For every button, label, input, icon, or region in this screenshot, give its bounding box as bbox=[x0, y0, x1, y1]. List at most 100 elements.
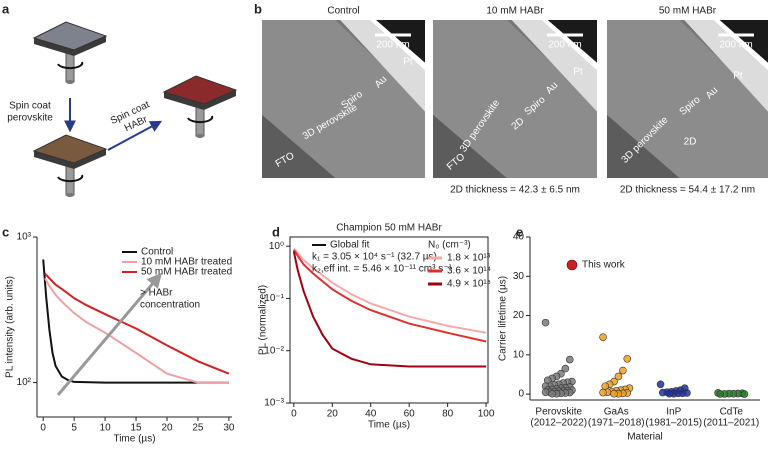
x-tick-label: 80 bbox=[442, 409, 454, 420]
x-tick-label: (1981–2015) bbox=[645, 418, 702, 429]
y-axis-label: PL (normalized) bbox=[258, 285, 269, 355]
spindle-base bbox=[66, 80, 74, 84]
chart-title: Champion 50 mM HABr bbox=[336, 223, 442, 234]
data-point bbox=[614, 372, 623, 381]
x-tick-label: GaAs bbox=[604, 407, 629, 418]
x-tick-label: 40 bbox=[365, 409, 377, 420]
spindle-base bbox=[196, 134, 204, 138]
x-tick-label: 20 bbox=[161, 423, 173, 434]
panel-letter: d bbox=[272, 224, 280, 239]
substrate-region bbox=[607, 114, 680, 178]
x-tick-label: (2012–2022) bbox=[530, 418, 587, 429]
data-point bbox=[656, 380, 665, 389]
legend-label: Global fit bbox=[330, 240, 370, 251]
legend-label: Control bbox=[141, 247, 173, 258]
y-tick-label: 10⁻³ bbox=[264, 398, 284, 409]
spindle-base bbox=[66, 193, 74, 197]
x-tick-label: 0 bbox=[40, 423, 46, 434]
y-tick-label: 10³ bbox=[17, 232, 32, 243]
rotation-arrow bbox=[187, 115, 214, 124]
au-layer bbox=[369, 20, 425, 71]
panel-letter: a bbox=[2, 1, 10, 16]
au-layer bbox=[541, 20, 597, 71]
perovskite-region bbox=[262, 20, 425, 178]
x-tick-label: 20 bbox=[327, 409, 339, 420]
x-tick-label: 5 bbox=[71, 423, 77, 434]
x-tick-label: 60 bbox=[404, 409, 416, 420]
x-tick-label: 10 bbox=[100, 423, 112, 434]
fit-parameter: k₂,eff int. = 5.46 × 10⁻¹¹ cm³ s⁻¹ bbox=[312, 264, 453, 275]
y-axis-label: PL intensity (arb. units) bbox=[5, 276, 16, 378]
arrow bbox=[107, 120, 163, 151]
rotation-arrow bbox=[57, 61, 84, 70]
substrate bbox=[32, 134, 108, 164]
panel-letter: e bbox=[516, 224, 523, 239]
plot-frame bbox=[289, 236, 489, 404]
scale-bar-label: 200 nm bbox=[548, 40, 581, 51]
platform-side bbox=[34, 36, 106, 56]
y-tick-label: 40 bbox=[513, 232, 525, 243]
data-point bbox=[599, 333, 607, 341]
pt-layer bbox=[376, 20, 425, 63]
scale-bar-label: 200 nm bbox=[376, 40, 409, 51]
substrate bbox=[32, 21, 108, 51]
legend-label: 4.9 × 10¹⁵ bbox=[447, 279, 491, 290]
image-title: 10 mM HABr bbox=[486, 6, 544, 17]
pt-layer bbox=[547, 20, 597, 63]
label: perovskite bbox=[7, 113, 53, 124]
spiro-layer bbox=[340, 20, 425, 112]
layer-label: Pt bbox=[733, 71, 743, 82]
data-point bbox=[716, 390, 725, 398]
x-axis-label: Material bbox=[627, 432, 663, 443]
x-tick-label: (2011–2021) bbox=[703, 418, 759, 429]
x-tick-label: 100 bbox=[478, 409, 495, 420]
legend-marker bbox=[566, 259, 578, 271]
x-tick-label: Perovskite bbox=[535, 407, 582, 418]
x-tick-label: (1971–2018) bbox=[588, 418, 645, 429]
annotation: concentration bbox=[140, 300, 200, 311]
legend-label: 3.6 × 10¹⁴ bbox=[447, 266, 491, 277]
data-line bbox=[292, 249, 487, 343]
data-line bbox=[293, 247, 487, 334]
y-tick-label: 10⁰ bbox=[269, 241, 284, 252]
spiro-layer bbox=[684, 20, 768, 112]
legend-label: This work bbox=[582, 260, 626, 271]
layer-label: Pt bbox=[573, 67, 583, 78]
substrate bbox=[162, 75, 238, 105]
data-point bbox=[561, 364, 570, 373]
panel-letter: b bbox=[254, 1, 262, 16]
x-tick-label: 0 bbox=[291, 409, 297, 420]
au-layer bbox=[713, 20, 768, 71]
caption: 2D thickness = 54.4 ± 17.2 nm bbox=[620, 185, 755, 196]
layer-label: 2D bbox=[684, 137, 697, 148]
x-tick-label: CdTe bbox=[720, 407, 744, 418]
legend-title: N₀ (cm⁻³) bbox=[428, 240, 471, 251]
data-point bbox=[623, 354, 632, 363]
panel-letter: c bbox=[2, 224, 9, 239]
y-tick-label: 0 bbox=[518, 389, 524, 400]
substrate-region bbox=[433, 114, 507, 178]
layer-label: Pt bbox=[403, 57, 413, 68]
spin-coater bbox=[32, 21, 108, 84]
image-title: 50 mM HABr bbox=[659, 6, 717, 17]
y-tick-label: 10⁻¹ bbox=[264, 293, 284, 304]
data-point bbox=[541, 388, 550, 396]
data-point bbox=[740, 390, 749, 398]
pt-layer bbox=[719, 20, 768, 63]
y-tick-label: 10² bbox=[17, 377, 32, 388]
y-axis-label: Carrier lifetime (µs) bbox=[498, 276, 509, 361]
platform-side bbox=[34, 149, 106, 169]
scale-bar-label: 200 nm bbox=[719, 40, 752, 51]
fit-parameter: k₁ = 3.05 × 10⁴ s⁻¹ (32.7 µs) bbox=[312, 252, 437, 263]
data-point bbox=[658, 388, 667, 397]
data-point bbox=[599, 388, 607, 397]
spiro-layer bbox=[511, 20, 597, 112]
annotation: > HABr bbox=[140, 288, 173, 299]
image-title: Control bbox=[327, 6, 359, 17]
spin-coater bbox=[32, 134, 108, 197]
x-axis-label: Time (µs) bbox=[368, 420, 410, 431]
x-tick-label: 15 bbox=[130, 423, 142, 434]
legend-label: 1.8 × 10¹³ bbox=[447, 253, 491, 264]
